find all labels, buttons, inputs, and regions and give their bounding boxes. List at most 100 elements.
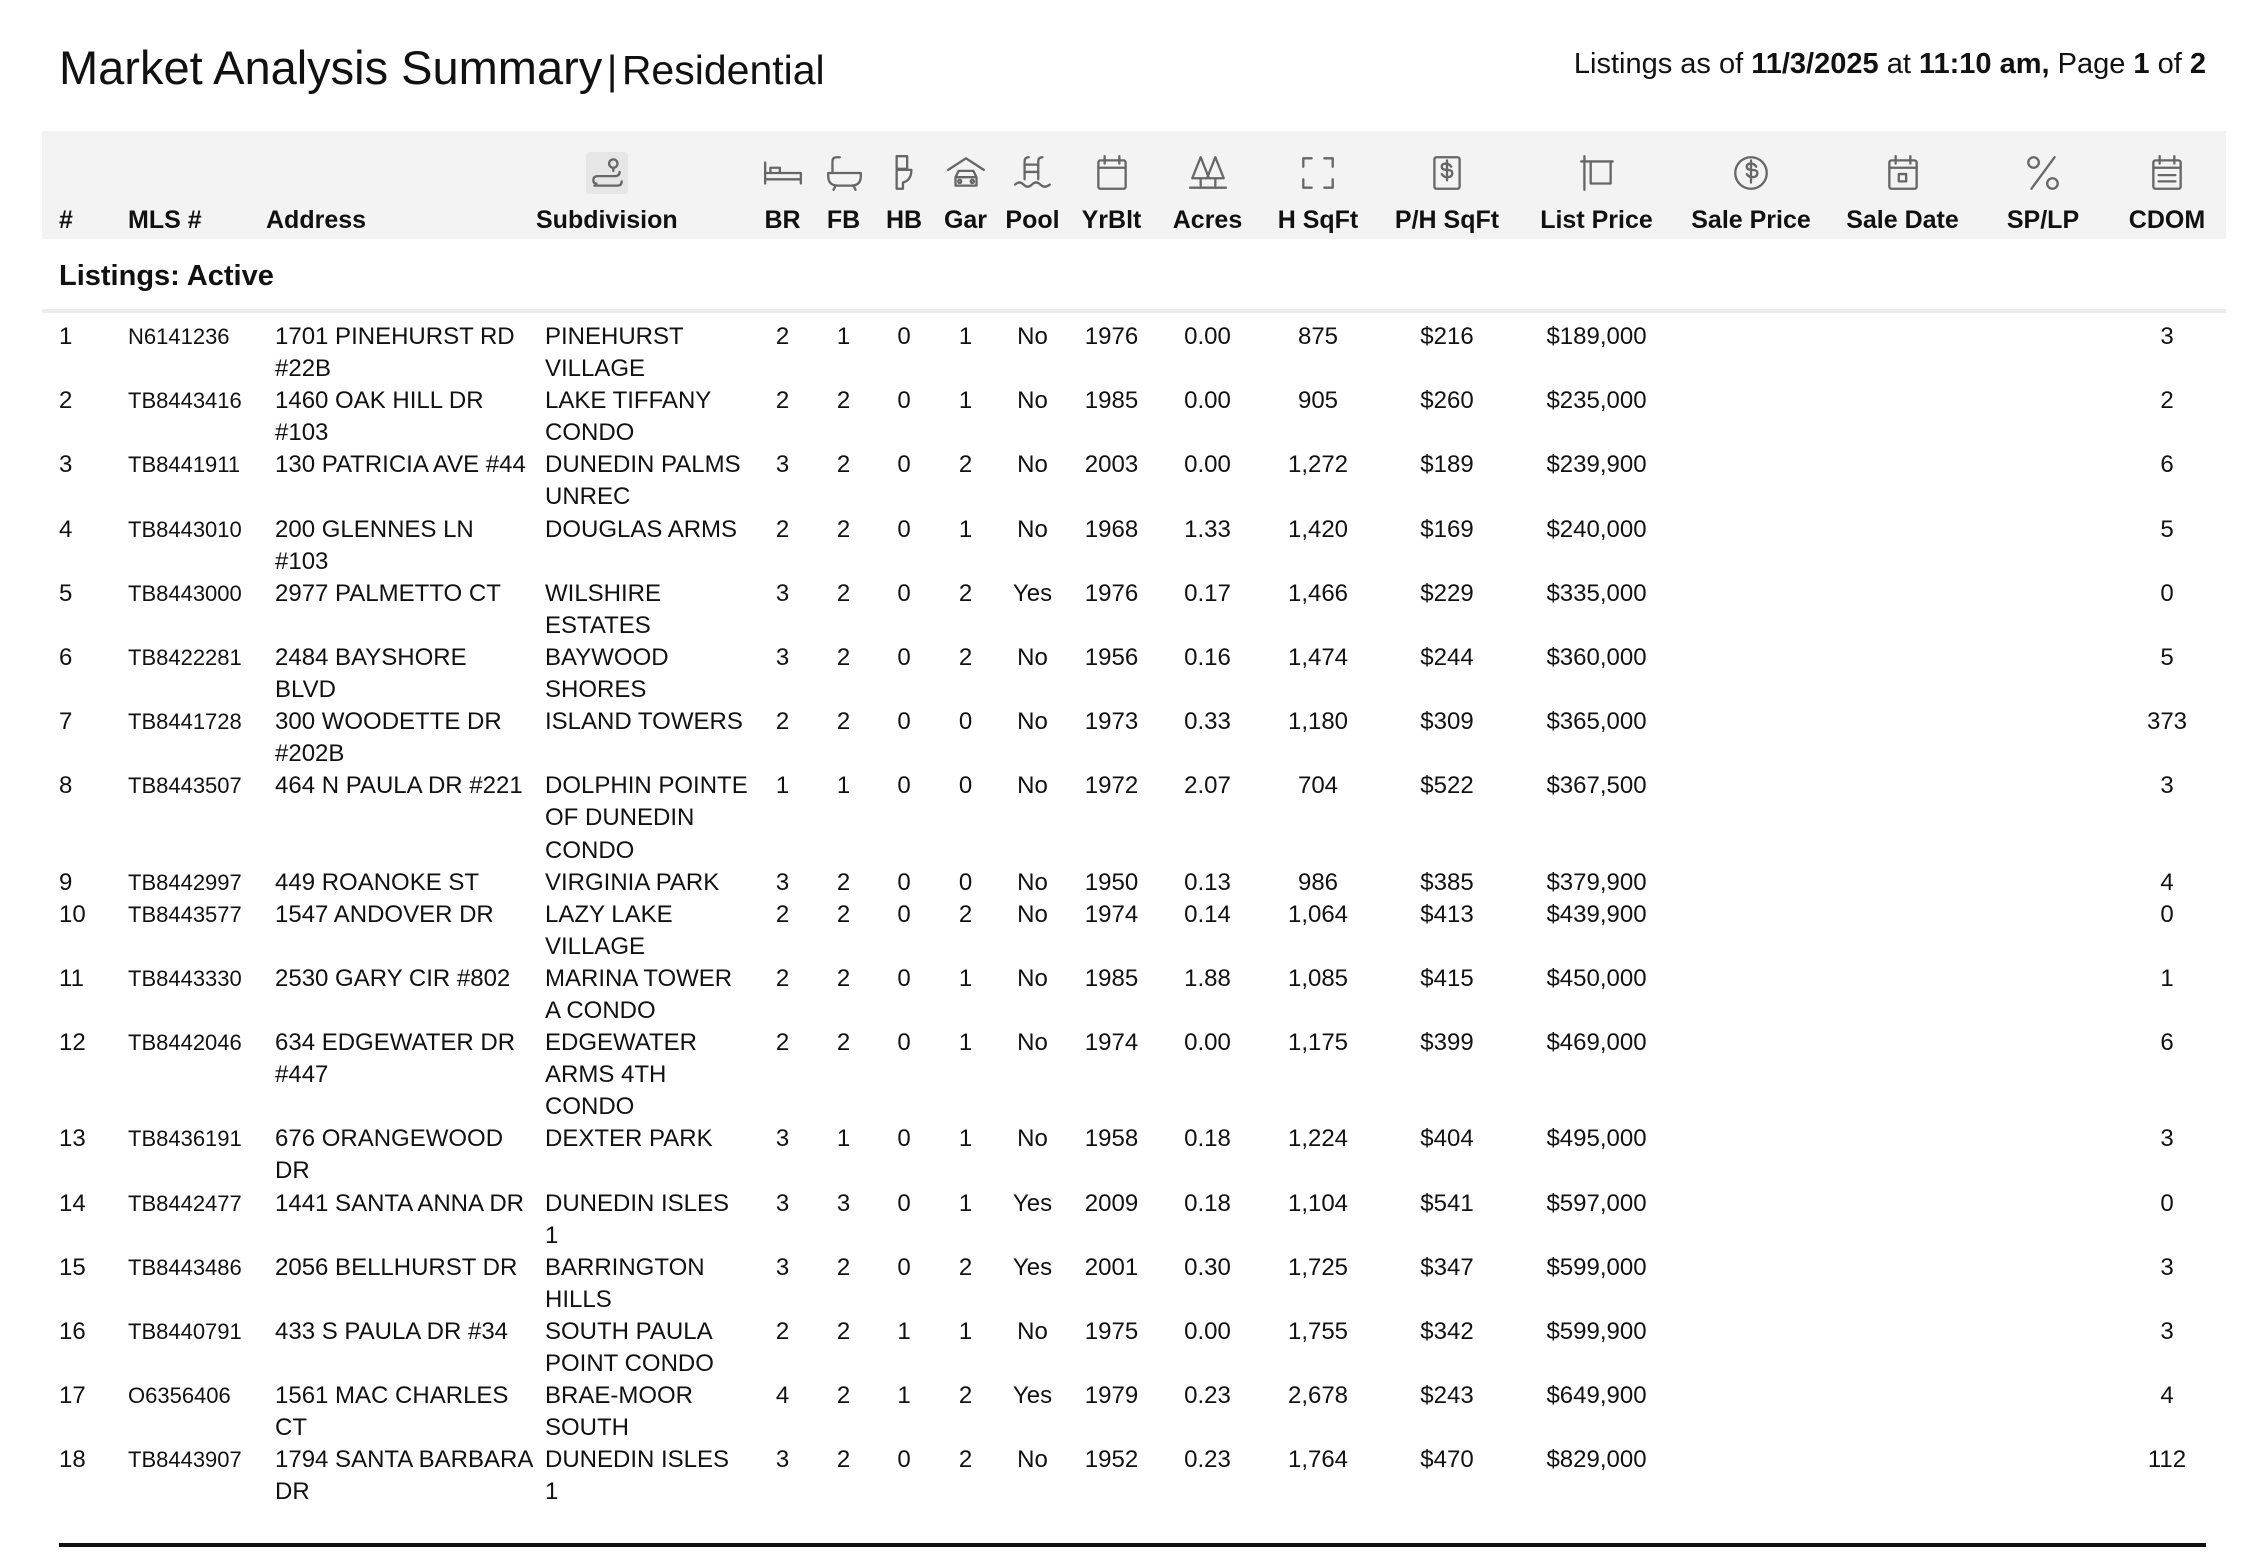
icon-shape bbox=[1302, 157, 1334, 189]
cell: 0.14 bbox=[1184, 900, 1231, 928]
cell: No bbox=[1017, 515, 1048, 543]
icon-shape bbox=[826, 156, 862, 191]
icon-shape bbox=[946, 157, 985, 187]
cell: SOUTH PAULA POINT CONDO bbox=[545, 1317, 714, 1377]
cell bbox=[1827, 1123, 1978, 1187]
cell bbox=[1978, 1252, 2108, 1316]
cell: 0 bbox=[897, 708, 911, 736]
cell: 0.18 bbox=[1184, 1125, 1231, 1153]
icon-shape bbox=[1096, 155, 1127, 169]
cell bbox=[1827, 867, 1978, 899]
cell: EDGEWATER ARMS 4TH CONDO bbox=[545, 1029, 698, 1121]
col-header: Address bbox=[266, 131, 536, 239]
cell: No bbox=[1017, 387, 1048, 415]
header-row: # MLS # Address Subdivision BR FB HB Gar… bbox=[42, 131, 2226, 239]
section-title: Listings: Active bbox=[42, 239, 2226, 313]
cell: No bbox=[1017, 900, 1048, 928]
icon-pool bbox=[1013, 156, 1051, 188]
cell: 6 bbox=[59, 643, 73, 671]
cell bbox=[1675, 1380, 1827, 1444]
cell: $413 bbox=[1420, 900, 1474, 928]
listing-row: 12 TB8442046 634 EDGEWATER DR #447 EDGEWATE… bbox=[42, 1027, 2226, 1123]
cell: 1 bbox=[958, 964, 973, 992]
cell: 1975 bbox=[1084, 1317, 1139, 1345]
cell bbox=[1675, 578, 1827, 642]
listing-row: 6 TB8422281 2484 BAYSHORE BLVD BAYWOOD SHOR… bbox=[42, 642, 2226, 706]
cell bbox=[1827, 578, 1978, 642]
cell: 17 bbox=[59, 1382, 86, 1410]
listing-row: 2 TB8443416 1460 OAK HILL DR #103 LAKE TIFF… bbox=[42, 385, 2226, 449]
cell: 433 S PAULA DR #34 bbox=[275, 1317, 509, 1345]
cell: 5 bbox=[2160, 515, 2174, 543]
info-text: of bbox=[2157, 48, 2182, 80]
cell: 2 bbox=[775, 964, 790, 992]
cell: 1,474 bbox=[1287, 643, 1349, 671]
icon-subdivision bbox=[586, 152, 628, 194]
col-header: MLS # bbox=[128, 131, 266, 239]
icon-shape bbox=[956, 178, 962, 185]
icon-shape bbox=[1887, 159, 1918, 190]
cell: 373 bbox=[2146, 708, 2188, 736]
cell: 2,678 bbox=[1287, 1382, 1349, 1410]
cell: 2 bbox=[836, 1029, 851, 1057]
icon-shape bbox=[895, 155, 913, 190]
cell: 3 bbox=[775, 643, 790, 671]
col-header-text: YrBlt bbox=[1081, 206, 1142, 234]
cell: 5 bbox=[2160, 643, 2174, 671]
cell: 1974 bbox=[1084, 1029, 1139, 1057]
icon-price-doc bbox=[1433, 156, 1461, 190]
cell bbox=[1978, 321, 2108, 385]
cell: 0.23 bbox=[1184, 1446, 1231, 1474]
col-header-text: Acres bbox=[1172, 206, 1243, 234]
cell: 1,104 bbox=[1287, 1189, 1349, 1217]
cell: 2 bbox=[836, 964, 851, 992]
cell: 0.00 bbox=[1184, 387, 1231, 415]
cell: 5 bbox=[59, 579, 73, 607]
listing-row: 7 TB8441728 300 WOODETTE DR #202B ISLAND TO… bbox=[42, 706, 2226, 770]
icon-percent bbox=[2027, 156, 2059, 190]
cell: 0 bbox=[958, 708, 973, 736]
info-text: Page bbox=[2057, 48, 2126, 80]
cell: $216 bbox=[1420, 323, 1474, 350]
cell bbox=[1978, 1188, 2108, 1252]
cell bbox=[1827, 1380, 1978, 1444]
cell: 676 ORANGEWOOD DR bbox=[275, 1125, 504, 1185]
cell: WILSHIRE ESTATES bbox=[545, 579, 662, 639]
cell: 0 bbox=[897, 1029, 911, 1057]
cell: 1794 SANTA BARBARA DR bbox=[275, 1446, 533, 1506]
cell bbox=[1978, 1123, 2108, 1187]
cell: TB8436191 bbox=[128, 1126, 242, 1152]
cell: No bbox=[1017, 1125, 1048, 1153]
cell: 3 bbox=[2160, 772, 2174, 800]
cell: 3 bbox=[775, 451, 790, 479]
cell: No bbox=[1017, 708, 1048, 736]
cell bbox=[1978, 867, 2108, 899]
cell: 2 bbox=[836, 1382, 851, 1410]
icon-shape bbox=[1897, 172, 1907, 183]
icon-shape bbox=[2152, 155, 2182, 183]
cell: 2530 GARY CIR #802 bbox=[275, 964, 511, 992]
cell bbox=[1827, 514, 1978, 578]
cell: 0.00 bbox=[1184, 323, 1231, 350]
col-header: BR bbox=[752, 131, 813, 239]
cell: 3 bbox=[775, 1189, 790, 1217]
cell: 15 bbox=[59, 1253, 86, 1281]
cell: 2009 bbox=[1084, 1189, 1139, 1217]
cell: 200 GLENNES LN #103 bbox=[275, 515, 474, 575]
cell: $415 bbox=[1420, 964, 1474, 992]
cell: PINEHURST VILLAGE bbox=[545, 323, 684, 383]
cell: 1 bbox=[836, 772, 851, 800]
icon-garage bbox=[946, 157, 985, 187]
cell: TB8440791 bbox=[128, 1318, 242, 1344]
info-page: 1 bbox=[2133, 48, 2150, 80]
listing-row: 10 TB8443577 1547 ANDOVER DR LAZY LAKE VILL… bbox=[42, 899, 2226, 963]
separator: | bbox=[606, 47, 618, 93]
cell: 11 bbox=[59, 964, 84, 992]
cell: MARINA TOWER A CONDO bbox=[545, 964, 733, 1024]
cell: 875 bbox=[1297, 323, 1339, 350]
cell: $169 bbox=[1420, 515, 1474, 543]
cell: No bbox=[1017, 964, 1048, 992]
icon-toilet bbox=[895, 155, 913, 190]
cell: 2484 BAYSHORE BLVD bbox=[275, 643, 467, 704]
col-header: HB bbox=[874, 131, 934, 239]
